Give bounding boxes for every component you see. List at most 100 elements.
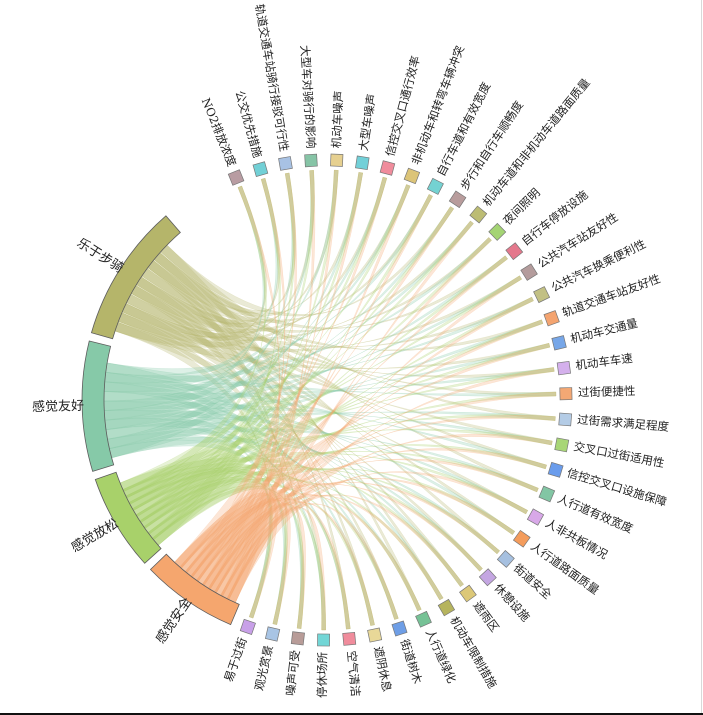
chord-ribbon	[151, 468, 516, 546]
chord-ribbon	[130, 285, 305, 629]
chord-ribbon	[119, 367, 555, 492]
factor-box	[554, 437, 570, 453]
chord-ribbon	[202, 237, 492, 590]
chord-ribbon	[125, 170, 315, 505]
chord-ribbon	[214, 494, 464, 597]
chord-ribbon	[107, 172, 295, 449]
factor-label: 街道树木	[397, 637, 425, 686]
factor-box	[505, 242, 524, 261]
chord-ribbon	[135, 172, 296, 523]
chord-ribbon	[179, 493, 422, 612]
chord-ribbon	[104, 237, 492, 384]
chord-ribbon	[122, 428, 553, 499]
chord-ribbon	[121, 303, 553, 446]
bottom-border	[0, 713, 703, 715]
factor-box	[367, 627, 383, 643]
chord-ribbon	[104, 410, 326, 631]
factor-box	[264, 626, 281, 642]
chord-ribbon	[126, 294, 555, 378]
chord-ribbon	[105, 362, 444, 601]
chord-ribbon	[153, 172, 296, 314]
chord-ribbon	[208, 169, 339, 594]
chord-ribbon	[143, 477, 444, 601]
chord-ribbon	[141, 268, 557, 397]
chord-ribbon	[118, 275, 522, 353]
factor-label: NO2排放浓度	[199, 96, 239, 169]
factor-label: 机动车噪声	[329, 90, 346, 148]
chord-ribbon	[139, 172, 363, 529]
chord-ribbon	[139, 467, 500, 555]
chord-ribbon	[135, 476, 351, 630]
factor-box	[543, 310, 560, 327]
chord-ribbon	[136, 177, 281, 325]
factor-label: 机动车交通量	[569, 316, 639, 346]
chord-ribbon	[174, 483, 483, 572]
factor-box	[342, 631, 357, 646]
factor-box	[379, 160, 396, 176]
factor-box	[551, 335, 567, 351]
chord-ribbon	[202, 177, 286, 590]
factor-box	[317, 633, 330, 647]
chord-ribbon	[105, 194, 433, 376]
chord-ribbon	[184, 458, 539, 578]
factor-box	[448, 190, 467, 209]
chord-ribbon	[121, 185, 267, 338]
factor-box	[304, 153, 318, 168]
chord-ribbon	[104, 275, 522, 421]
factor-box	[426, 177, 444, 195]
chord-ribbon	[147, 172, 363, 317]
factor-box	[496, 549, 515, 568]
chord-ribbon	[174, 176, 388, 569]
factor-label: 机动车车速	[575, 351, 634, 373]
chord-ribbon	[190, 319, 544, 582]
chord-ribbon	[132, 414, 556, 517]
chord-ribbon	[153, 252, 351, 630]
chord-ribbon	[103, 400, 553, 446]
chord-ribbon	[143, 391, 557, 535]
chord-ribbon	[135, 255, 508, 523]
chord-ribbon	[118, 170, 315, 342]
factor-box	[559, 387, 573, 401]
chord-ribbon	[114, 321, 272, 619]
chord-ribbon	[104, 170, 315, 421]
chord-ribbon	[214, 184, 411, 597]
factor-box	[469, 205, 488, 224]
chord-ribbon	[109, 436, 500, 555]
factor-label: 人行道绿化	[423, 627, 459, 686]
factor-box	[538, 485, 556, 503]
factor-box	[278, 156, 293, 171]
chord-ribbon	[202, 448, 547, 590]
chord-ribbon	[125, 275, 522, 505]
chord-ribbon	[190, 481, 500, 582]
chord-ribbon	[184, 172, 297, 578]
chord-ribbon	[122, 463, 399, 620]
chord-ribbon	[103, 184, 411, 402]
factor-box	[415, 610, 432, 628]
factor-label: 遮阴休息	[371, 645, 394, 693]
chord-ribbon	[136, 237, 492, 333]
factor-box	[520, 263, 538, 281]
chord-ribbon	[190, 172, 363, 582]
factor-label: 易于过街	[221, 635, 249, 684]
chord-ribbon	[160, 244, 556, 421]
outcome-label: 感觉友好	[32, 398, 84, 415]
factor-box	[512, 529, 531, 548]
chord-ribbon	[121, 220, 474, 342]
chord-ribbon	[104, 372, 375, 626]
chord-ribbon	[122, 220, 474, 499]
chord-ribbon	[103, 220, 474, 411]
factor-label: 噪声可受	[283, 649, 302, 696]
chord-ribbon	[118, 312, 326, 631]
chord-ribbon	[103, 381, 516, 535]
factor-label: 公交优先措施	[232, 89, 264, 160]
factor-box	[227, 169, 245, 186]
factor-label: 空气清洁	[344, 650, 362, 697]
chord-ribbon	[103, 296, 534, 393]
chord-ribbon	[103, 185, 265, 411]
chord-ribbon	[107, 255, 508, 449]
chord-ribbon	[104, 176, 388, 430]
chord-ribbon	[208, 296, 534, 594]
chord-ribbon	[130, 285, 534, 348]
chord-ribbon	[135, 450, 539, 523]
chord-ribbon	[220, 433, 553, 600]
